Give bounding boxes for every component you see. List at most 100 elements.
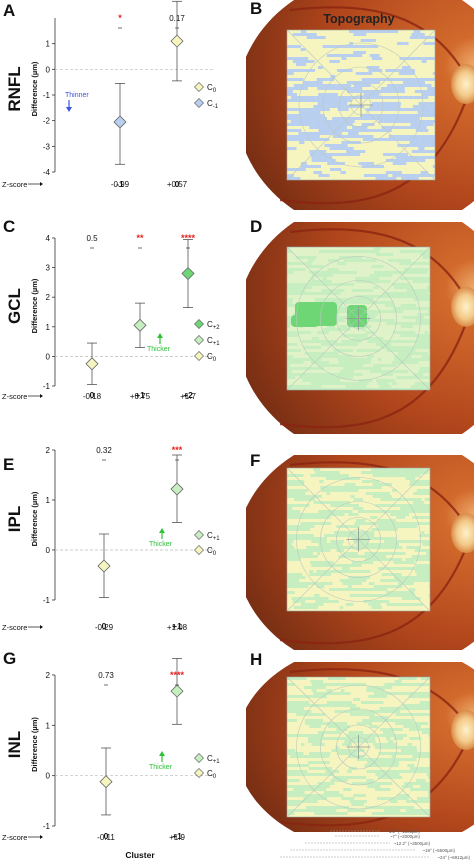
map-cell [389,313,400,316]
map-cell [323,812,348,815]
map-cell [407,471,418,474]
map-cell [308,755,330,758]
map-cell [334,710,342,713]
map-cell [336,525,360,528]
legend-label: C+2 [207,320,220,331]
map-cell [391,250,397,253]
map-cell [386,567,403,570]
map-cell [292,355,310,358]
map-cell [413,677,417,680]
map-cell [416,489,422,492]
map-cell [311,370,331,373]
y-tick-label: 3 [46,264,51,273]
map-cell [371,358,378,361]
map-cell [345,603,354,606]
map-cell [402,144,424,147]
map-cell [287,695,306,698]
map-cell [415,331,425,334]
map-cell [380,728,403,731]
panel-letter: E [3,455,14,474]
map-cell [315,349,330,352]
map-cell [314,812,324,815]
map-cell [367,78,387,81]
map-cell [370,361,392,364]
map-cell [312,537,327,540]
map-cell [332,776,345,779]
map-cell [410,480,430,483]
map-cell [425,471,429,474]
map-cell [291,370,312,373]
map-cell [406,800,425,803]
map-cell [352,286,374,289]
map-cell [352,507,364,510]
map-cell [407,764,415,767]
map-cell [287,474,304,477]
map-cell [340,689,345,692]
thicker-arrow-head [159,528,165,533]
map-cell [323,582,333,585]
map-cell [421,731,430,734]
map-cell [319,480,324,483]
map-cell [414,90,435,93]
map-cell [343,552,349,555]
data-point-diamond [170,684,184,698]
map-cell [409,728,430,731]
map-cell [303,686,327,689]
map-cell [318,773,335,776]
map-cell [394,304,401,307]
map-cell [301,603,324,606]
map-cell [287,280,309,283]
map-cell [323,265,329,268]
map-cell [300,522,318,525]
map-cell [346,81,371,84]
map-cell [347,99,352,102]
map-cell [287,683,295,686]
map-cell [348,755,366,758]
map-cell [366,322,387,325]
map-cell [338,274,353,277]
map-cell [320,120,342,123]
map-cell [311,295,324,298]
y-axis-label: Difference (µm) [30,491,39,546]
map-cell [347,770,352,773]
map-cell [317,522,332,525]
map-cell [415,722,420,725]
map-cell [287,114,309,117]
map-cell [287,138,305,141]
map-cell [316,585,325,588]
map-cell [305,289,322,292]
map-cell [409,588,416,591]
map-cell [287,274,312,277]
map-cell [374,788,391,791]
x-tick-label: 0 [175,179,180,189]
map-cell [312,286,317,289]
map-cell [384,579,403,582]
map-cell [421,809,430,812]
map-cell [287,483,304,486]
map-cell [396,138,421,141]
y-tick-label: -1 [43,596,51,605]
map-cell [356,271,375,274]
map-cell [304,710,312,713]
map-cell [311,683,328,686]
map-cell [324,513,345,516]
map-cell [371,138,397,141]
map-cell [379,349,387,352]
map-cell [392,489,397,492]
map-cell [398,72,415,75]
legend-marker [194,319,204,329]
map-cell [385,171,402,174]
map-cell [385,734,408,737]
map-cell [293,516,316,519]
vessel [279,317,470,429]
map-cell [330,370,340,373]
map-cell [396,516,406,519]
map-cell [332,126,347,129]
y-tick-label: -1 [43,382,51,391]
map-cell [401,78,421,81]
map-cell [293,271,310,274]
map-cell [389,761,400,764]
panel-letter: C [3,217,15,236]
map-cell [424,483,430,486]
map-cell [379,114,402,117]
